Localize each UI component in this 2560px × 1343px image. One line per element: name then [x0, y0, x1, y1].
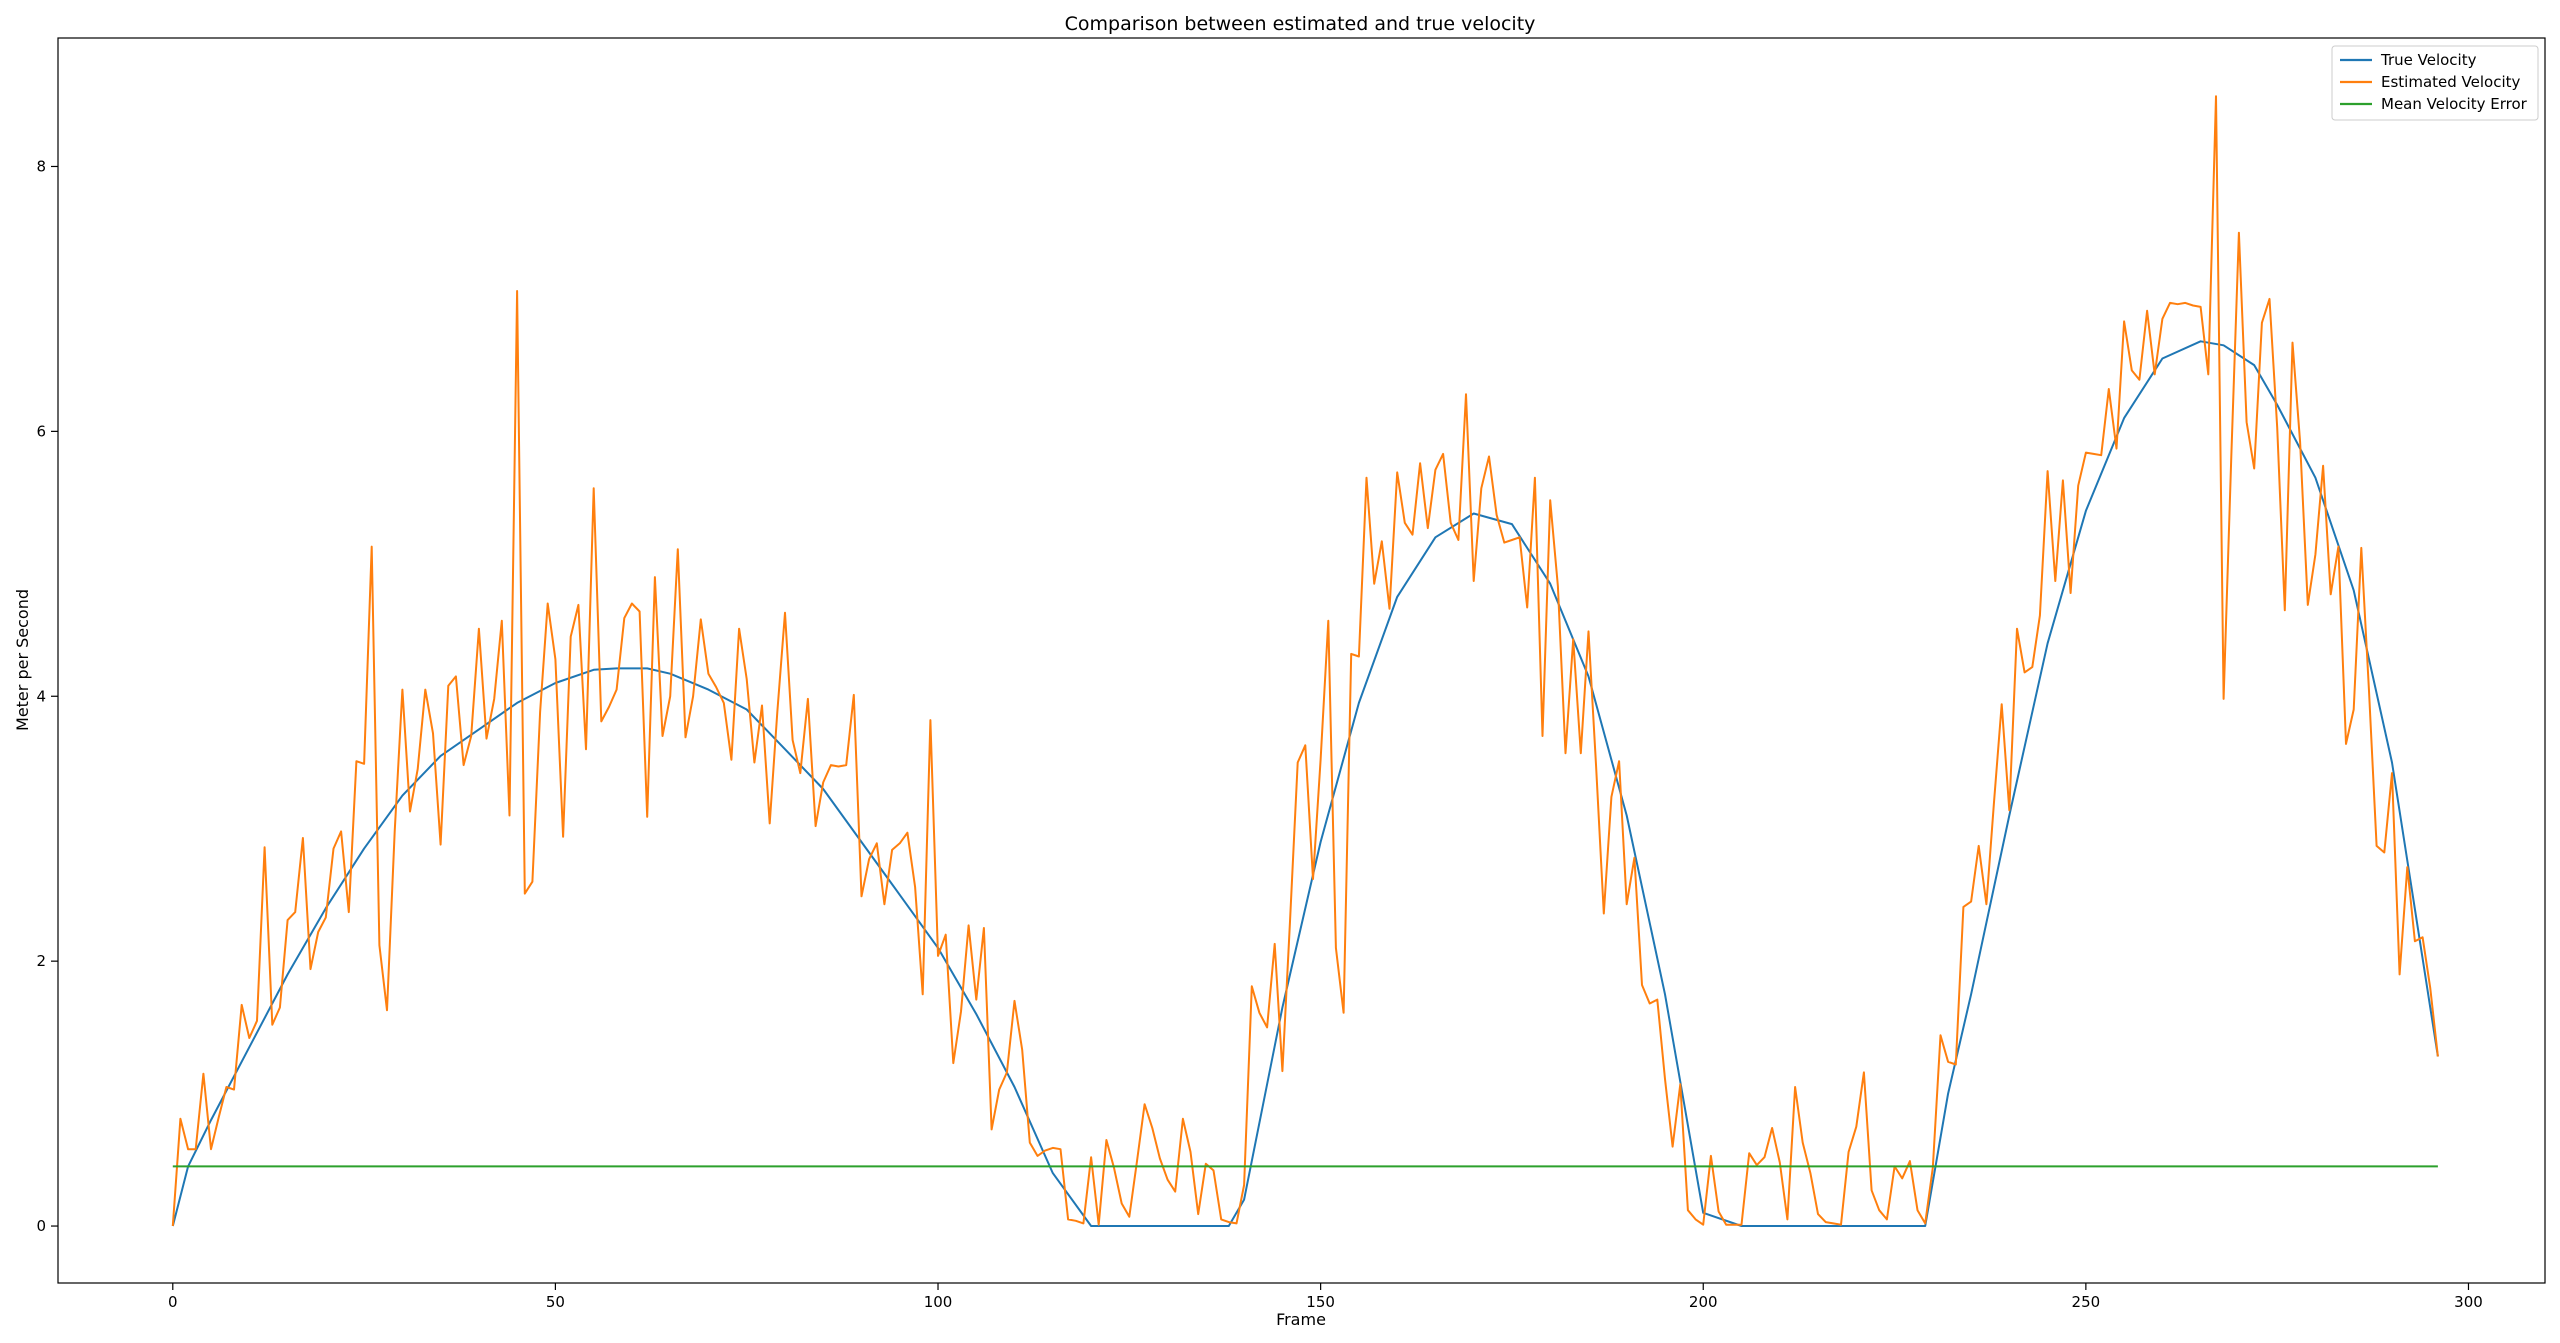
x-tick-label: 100: [924, 1293, 953, 1311]
y-tick-label: 4: [36, 687, 46, 705]
plot-lines: [171, 95, 2439, 1227]
y-axis-label: Meter per Second: [13, 589, 32, 731]
y-axis: 0 2 4 6 8: [36, 157, 58, 1235]
chart-title: Comparison between estimated and true ve…: [1065, 13, 1536, 35]
x-tick-label: 50: [546, 1293, 565, 1311]
legend-label: Estimated Velocity: [2381, 73, 2521, 91]
x-tick-label: 250: [2072, 1293, 2101, 1311]
x-axis: 0 50 100 150 200 250 300: [168, 1283, 2483, 1311]
plot-frame: [57, 37, 2546, 1284]
x-axis-label: Frame: [1276, 1310, 1326, 1329]
series-line-estimated-velocity: [171, 95, 2439, 1227]
y-tick-label: 8: [36, 157, 46, 175]
x-tick-label: 300: [2454, 1293, 2483, 1311]
y-tick-label: 2: [36, 952, 46, 970]
legend: True Velocity Estimated Velocity Mean Velo…: [2331, 45, 2539, 121]
x-tick-label: 200: [1689, 1293, 1718, 1311]
x-tick-label: 0: [168, 1293, 178, 1311]
y-tick-label: 0: [36, 1217, 46, 1235]
legend-label: Mean Velocity Error: [2381, 95, 2528, 113]
x-tick-label: 150: [1306, 1293, 1335, 1311]
legend-label: True Velocity: [2380, 51, 2477, 69]
y-tick-label: 6: [36, 422, 46, 440]
legend-box: [2331, 45, 2539, 121]
